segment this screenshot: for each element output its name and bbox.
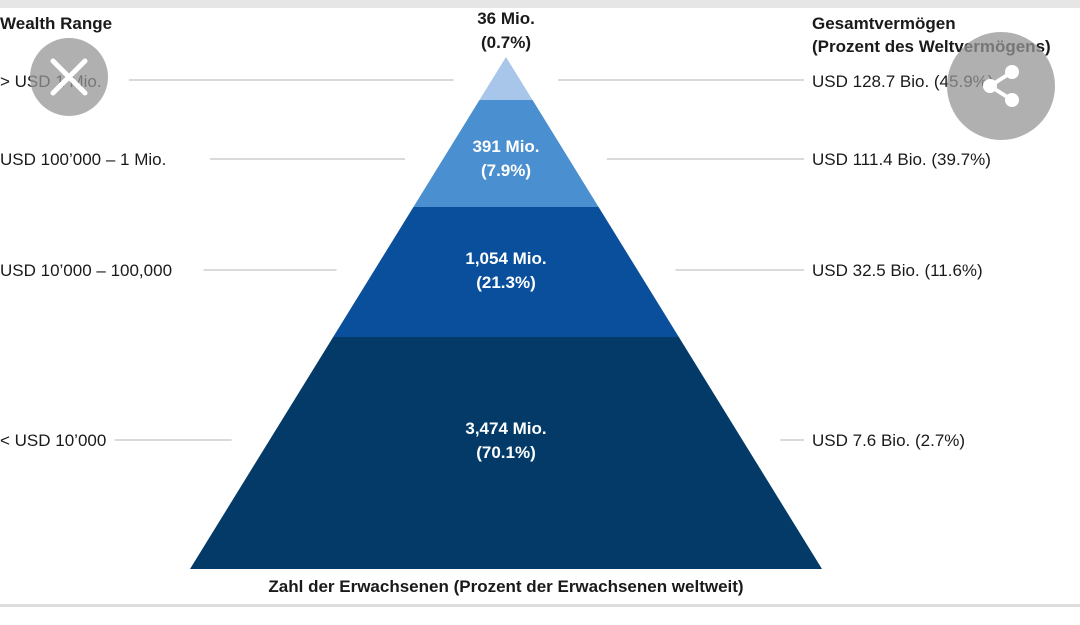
adults-count-tier-4: 3,474 Mio. [465, 419, 546, 438]
range-label-tier-3: USD 10’000 – 100,000 [0, 261, 173, 280]
adults-count-tier-2: 391 Mio. [472, 137, 539, 156]
adults-count-tier-3: 1,054 Mio. [465, 249, 546, 268]
wealth-label-tier-4: USD 7.6 Bio. (2.7%) [812, 431, 966, 450]
top-divider [0, 0, 1080, 8]
bottom-divider [0, 604, 1080, 607]
range-label-tier-4: < USD 10’000 [0, 431, 107, 450]
pyramid-tier-4 [190, 337, 822, 569]
range-label-tier-2: USD 100’000 – 1 Mio. [0, 150, 167, 169]
wealth-label-tier-2: USD 111.4 Bio. (39.7%) [812, 150, 991, 169]
pyramid-tier-3 [333, 207, 679, 337]
wealth-range-header: Wealth Range [0, 14, 113, 33]
pyramid-tier-1 [479, 57, 533, 100]
adults-pct-tier-1: (0.7%) [481, 33, 531, 52]
adults-count-tier-1: 36 Mio. [477, 9, 535, 28]
close-button[interactable] [30, 38, 108, 116]
wealth-label-tier-3: USD 32.5 Bio. (11.6%) [812, 261, 983, 280]
share-button[interactable] [947, 32, 1055, 140]
share-icon [983, 65, 1019, 107]
total-wealth-header-line1: Gesamtvermögen [812, 14, 956, 33]
pyramid-tier-2 [413, 100, 599, 207]
adults-pct-tier-3: (21.3%) [476, 273, 536, 292]
close-icon [50, 58, 88, 96]
adults-pct-tier-2: (7.9%) [481, 161, 531, 180]
adults-pct-tier-4: (70.1%) [476, 443, 536, 462]
adults-axis-label: Zahl der Erwachsenen (Prozent der Erwach… [268, 577, 743, 596]
